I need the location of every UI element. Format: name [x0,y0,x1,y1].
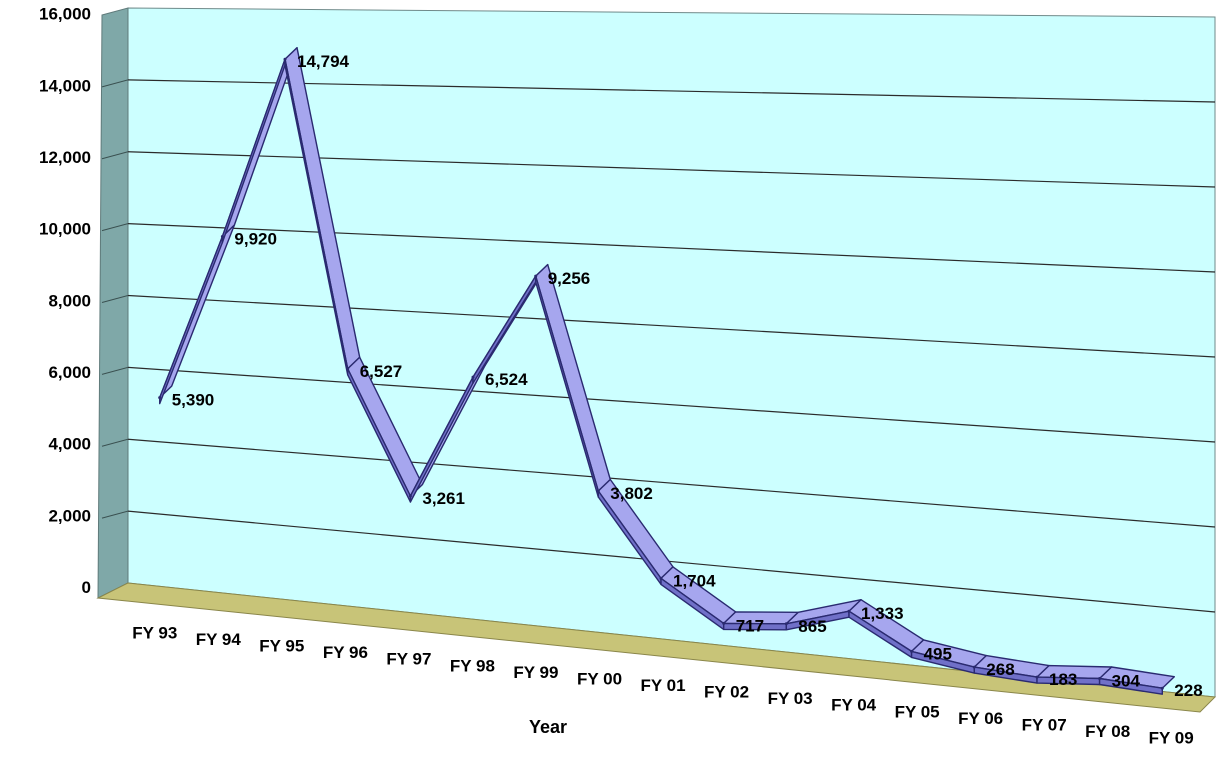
data-label: 6,527 [360,362,403,381]
side-gridline [101,510,129,519]
x-tick-label: FY 96 [323,643,368,662]
x-axis-tick-labels: FY 93 FY 94 FY 95 FY 96 FY 97 FY 98 FY 99 FY 00… [132,623,1193,747]
data-label: 1,333 [861,604,904,623]
data-point [1160,686,1164,690]
side-gridline [101,438,129,447]
data-label: 304 [1112,672,1141,691]
x-tick-label: FY 03 [768,689,813,708]
data-point [784,622,788,626]
x-tick-label: FY 98 [450,656,495,675]
data-labels: 5,390 9,920 14,794 6,527 3,261 6,524 9,256 3,80… [172,52,1203,700]
x-tick-label: FY 08 [1085,722,1130,741]
y-tick-label: 4,000 [48,435,91,454]
data-label: 268 [986,660,1014,679]
data-point [972,665,976,669]
y-tick-label: 6,000 [48,363,91,382]
data-label: 3,261 [422,489,465,508]
data-label: 9,920 [234,230,277,249]
side-wall [97,7,129,599]
gridline [127,79,1216,103]
side-gridline [101,366,129,375]
data-point [471,375,475,379]
x-tick-label: FY 01 [640,676,685,695]
y-tick-label: 10,000 [39,220,91,239]
data-point [847,609,851,613]
data-label: 6,524 [485,370,528,389]
data-label: 9,256 [548,269,591,288]
y-axis-tick-labels: 0 2,000 4,000 6,000 8,000 10,000 12,000 14,000 1… [39,5,91,597]
x-tick-label: FY 09 [1149,729,1194,748]
data-point [158,396,162,400]
data-label: 14,794 [297,52,350,71]
y-tick-label: 12,000 [39,148,91,167]
y-tick-label: 0 [82,578,91,597]
x-tick-label: FY 06 [958,709,1003,728]
x-axis-title: Year [529,717,567,737]
chart-walls [96,7,1217,713]
data-point [596,489,600,493]
x-tick-label: FY 93 [132,623,177,642]
x-tick-label: FY 95 [259,637,304,656]
x-tick-label: FY 99 [513,663,558,682]
gridline [127,438,1216,528]
data-point [220,235,224,238]
data-label: 228 [1174,681,1202,700]
data-label: 183 [1049,670,1077,689]
x-tick-label: FY 00 [577,669,622,688]
data-label: 865 [798,617,826,636]
x-tick-label: FY 04 [831,696,877,715]
data-label: 717 [736,616,764,635]
data-label: 5,390 [172,391,215,410]
x-tick-label: FY 94 [196,630,242,649]
y-tick-label: 2,000 [48,506,91,525]
x-tick-label: FY 02 [704,683,749,702]
data-point [283,57,287,61]
side-gridline [101,223,129,232]
gridline [127,294,1216,358]
data-point [1098,677,1102,680]
ribbon-segment-side [1098,677,1164,695]
data-ribbon [158,47,1176,695]
side-gridline [101,151,129,160]
data-point [1035,675,1039,679]
side-gridline [101,79,129,88]
back-wall [127,7,1216,698]
y-tick-label: 16,000 [39,5,91,24]
x-tick-label: FY 05 [895,702,940,721]
data-label: 495 [924,644,952,663]
x-tick-label: FY 97 [386,650,431,669]
x-tick-label: FY 07 [1022,715,1067,734]
side-gridline [101,295,129,303]
data-point [910,649,914,653]
data-point [346,367,350,371]
data-point [408,494,412,498]
gridline [127,510,1216,613]
data-label: 3,802 [610,484,653,503]
data-label: 1,704 [673,571,716,590]
y-tick-label: 8,000 [48,291,91,310]
data-point [534,274,538,278]
data-point [659,576,663,580]
gridline [127,366,1216,443]
y-tick-label: 14,000 [39,76,91,95]
gridline [127,223,1216,273]
data-point [722,621,726,625]
floor [96,582,1217,713]
